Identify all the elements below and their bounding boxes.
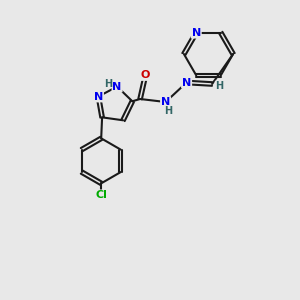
Text: N: N: [161, 97, 170, 107]
Text: N: N: [112, 82, 122, 92]
Text: Cl: Cl: [95, 190, 107, 200]
Text: H: H: [215, 81, 224, 92]
Text: N: N: [182, 77, 191, 88]
Text: O: O: [141, 70, 150, 80]
Text: H: H: [104, 79, 112, 88]
Text: N: N: [192, 28, 201, 38]
Text: N: N: [94, 92, 103, 101]
Text: H: H: [164, 106, 172, 116]
